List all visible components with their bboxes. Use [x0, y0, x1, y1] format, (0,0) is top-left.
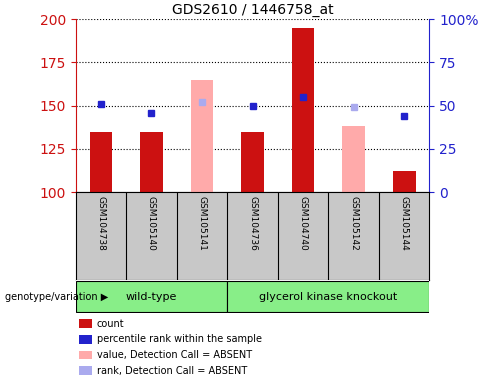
Text: GSM105142: GSM105142	[349, 197, 358, 251]
Text: GSM105140: GSM105140	[147, 197, 156, 251]
Bar	[292, 28, 314, 192]
Bar	[76, 281, 227, 312]
Text: count: count	[97, 319, 124, 329]
Bar	[241, 131, 264, 192]
Bar	[393, 171, 416, 192]
Bar	[79, 351, 92, 359]
Text: rank, Detection Call = ABSENT: rank, Detection Call = ABSENT	[97, 366, 247, 376]
Bar	[140, 131, 163, 192]
Bar	[79, 319, 92, 328]
Text: genotype/variation ▶: genotype/variation ▶	[5, 291, 108, 302]
Text: value, Detection Call = ABSENT: value, Detection Call = ABSENT	[97, 350, 252, 360]
Text: GSM104740: GSM104740	[299, 197, 307, 251]
Text: GSM105144: GSM105144	[400, 197, 408, 251]
Bar	[79, 335, 92, 344]
Text: GSM104736: GSM104736	[248, 197, 257, 251]
Bar	[227, 281, 429, 312]
Text: GSM104738: GSM104738	[97, 197, 105, 251]
Bar	[191, 80, 213, 192]
Bar	[342, 126, 365, 192]
Bar	[89, 131, 112, 192]
Text: glycerol kinase knockout: glycerol kinase knockout	[259, 291, 398, 302]
Text: GSM105141: GSM105141	[198, 197, 206, 251]
Title: GDS2610 / 1446758_at: GDS2610 / 1446758_at	[172, 3, 333, 17]
Text: percentile rank within the sample: percentile rank within the sample	[97, 334, 262, 344]
Text: wild-type: wild-type	[126, 291, 177, 302]
Bar	[79, 366, 92, 375]
